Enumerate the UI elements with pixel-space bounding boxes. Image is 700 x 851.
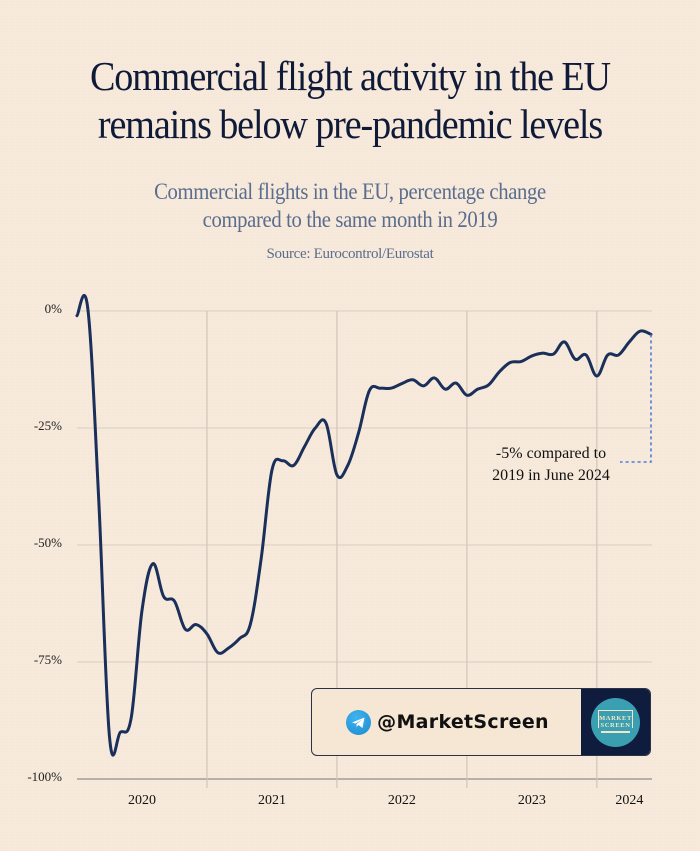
y-tick-label: -75% [34, 652, 62, 667]
chart-source: Source: Eurocontrol/Eurostat [266, 246, 434, 262]
chart-subtitle: Commercial flights in the EU, percentage… [35, 178, 665, 234]
chart-title: Commercial flight activity in the EU rem… [25, 52, 676, 148]
title-line-1: Commercial flight activity in the EU [89, 53, 611, 99]
x-tick-label: 2021 [258, 793, 286, 808]
annotation-leader-line [620, 334, 652, 463]
x-tick-label: 2024 [615, 793, 643, 808]
annotation: -5% compared to 2019 in June 2024 [492, 334, 652, 484]
data-points [77, 309, 651, 737]
x-tick-label: 2022 [388, 793, 416, 808]
subtitle-line-1: Commercial flights in the EU, percentage… [154, 179, 546, 204]
annotation-text-line-2: 2019 in June 2024 [492, 467, 610, 484]
brand-logo: MARKET SCREEN [581, 689, 650, 755]
subtitle-line-2: compared to the same month in 2019 [202, 207, 498, 232]
telegram-handle: @MarketScreen [377, 711, 549, 733]
y-tick-label: 0% [45, 301, 63, 316]
telegram-icon [346, 709, 372, 735]
telegram-badge[interactable]: @MarketScreen MARKET SCREEN [311, 688, 651, 756]
logo-text-1: MARKET [599, 715, 632, 722]
market-screen-logo-icon: MARKET SCREEN [591, 697, 640, 747]
y-tick-label: -25% [34, 418, 62, 433]
badge-handle-area[interactable]: @MarketScreen [312, 689, 583, 755]
x-tick-label: 2020 [128, 793, 156, 808]
annotation-text-line-1: -5% compared to [496, 445, 606, 462]
logo-text-2: SCREEN [600, 722, 631, 729]
x-tick-label: 2023 [518, 793, 546, 808]
y-tick-label: -100% [27, 769, 62, 784]
x-axis: 2020 2021 2022 2023 2024 [128, 793, 643, 808]
series-line [75, 294, 653, 757]
title-line-2: remains below pre-pandemic levels [97, 101, 603, 147]
y-tick-label: -50% [34, 535, 62, 550]
y-axis: 0% -25% -50% -75% -100% [27, 301, 62, 784]
